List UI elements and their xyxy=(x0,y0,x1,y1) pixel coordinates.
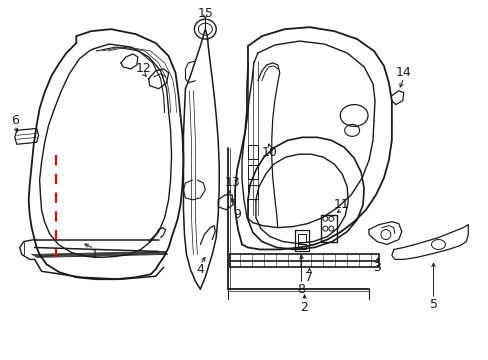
Text: 9: 9 xyxy=(233,208,241,221)
Text: 14: 14 xyxy=(395,66,411,79)
Text: 7: 7 xyxy=(305,271,313,284)
Text: 11: 11 xyxy=(333,198,348,211)
Text: 8: 8 xyxy=(297,283,305,296)
Text: 10: 10 xyxy=(262,146,277,159)
Text: 13: 13 xyxy=(224,176,240,189)
Text: 1: 1 xyxy=(90,248,98,261)
Text: 5: 5 xyxy=(428,297,437,311)
Text: 15: 15 xyxy=(197,7,213,20)
Text: 6: 6 xyxy=(11,114,19,127)
Text: 3: 3 xyxy=(372,261,380,274)
Text: 12: 12 xyxy=(136,62,151,75)
Text: 4: 4 xyxy=(196,263,204,276)
Text: 2: 2 xyxy=(300,301,308,314)
